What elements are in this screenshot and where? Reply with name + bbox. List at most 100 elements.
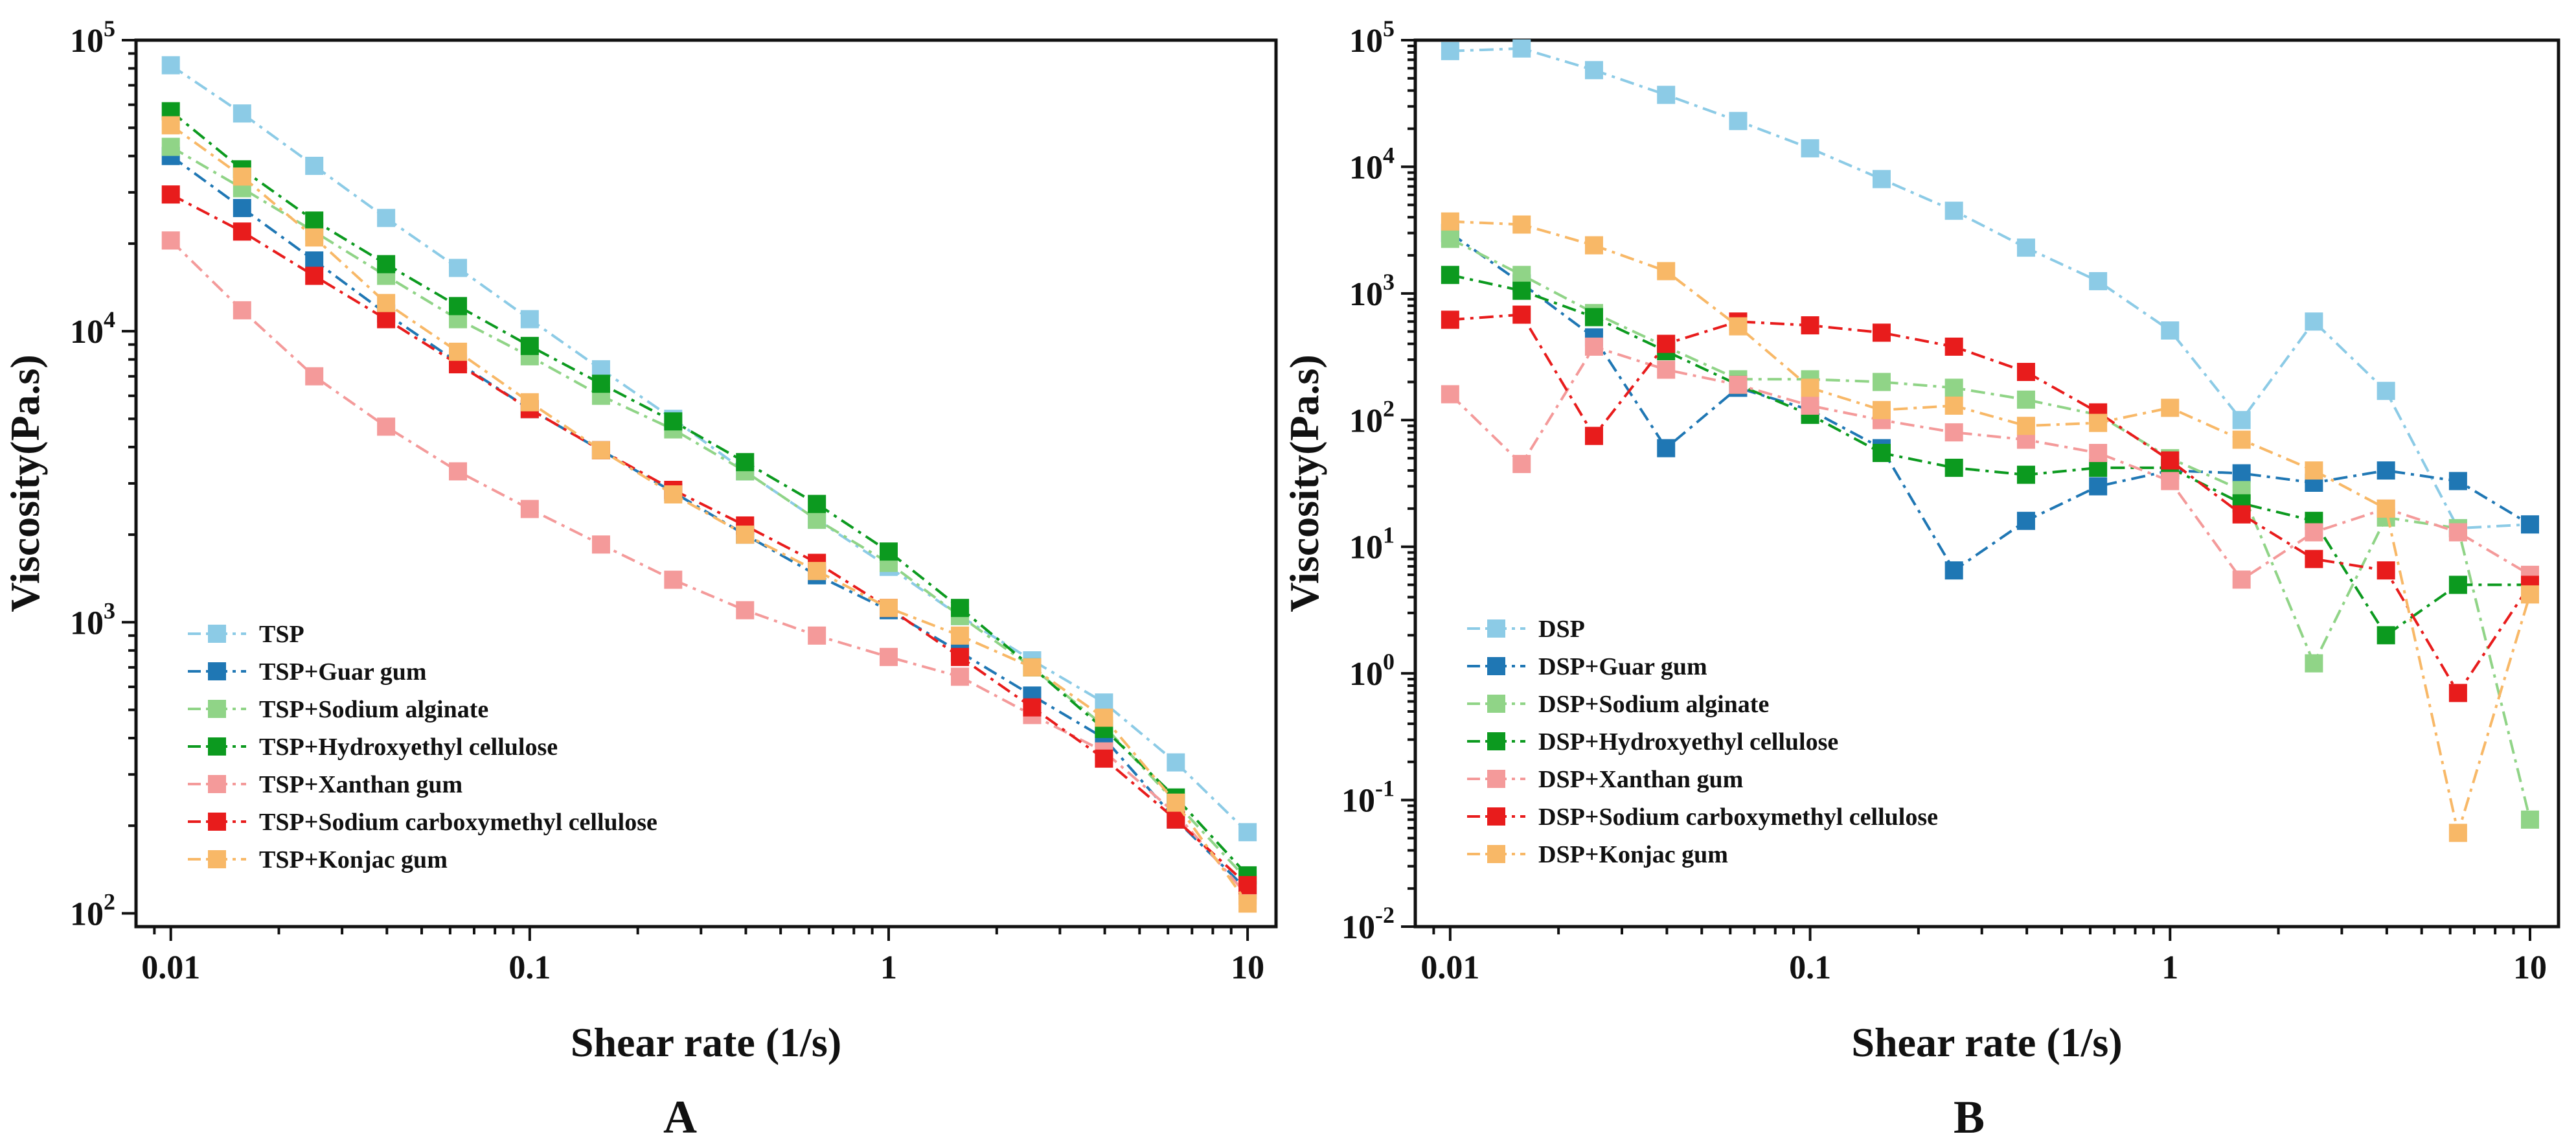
panel-a-series-tsp-xanthan-gum-point — [879, 647, 898, 666]
panel-b-series-dsp-sodium-carboxymethyl-cellulose-point — [2377, 561, 2395, 580]
panel-a-series-tsp-point — [1095, 693, 1113, 712]
panel-b-series-dsp-konjac-gum-point — [2520, 585, 2539, 604]
panel-b-series-dsp-guar-gum-point — [2232, 464, 2251, 483]
panel-b-series-dsp-point — [1512, 39, 1531, 58]
panel-a-series-tsp-hydroxyethyl-cellulose-point — [305, 211, 324, 230]
panel-b-series-dsp-guar-gum-point — [1944, 561, 1963, 580]
panel-b-series-dsp-sodium-carboxymethyl-cellulose-point — [1872, 323, 1891, 342]
panel-a-series-tsp-xanthan-gum-point — [736, 601, 755, 619]
panel-b-series-dsp-sodium-carboxymethyl-cellulose-point — [1584, 426, 1603, 445]
panel-b-series-dsp-xanthan-gum-line — [1449, 345, 2531, 582]
panel-b-series-dsp-konjac-gum-point — [1657, 262, 1676, 281]
panel-b-series-dsp-sodium-carboxymethyl-cellulose-point — [1512, 305, 1531, 324]
panel-b-series-dsp-hydroxyethyl-cellulose-point — [1872, 444, 1891, 463]
panel-a-series-tsp-sodium-alginate-line — [170, 145, 1249, 881]
panel-a-series-tsp-hydroxyethyl-cellulose-point — [377, 255, 396, 273]
panel-b-series-dsp-sodium-carboxymethyl-cellulose-point — [2016, 362, 2035, 381]
panel-a-series-tsp-hydroxyethyl-cellulose-point — [664, 412, 683, 431]
panel-b-panel-label: B — [1954, 1091, 1985, 1143]
panel-b-series-dsp-sodium-alginate-point — [1944, 378, 1963, 397]
panel-a-y-tick-label: 102 — [70, 888, 115, 932]
panel-b-x-tick-label: 1 — [2161, 949, 2178, 986]
panel-b-series-dsp-konjac-gum-line — [1450, 220, 2531, 839]
panel-a-series-tsp-hydroxyethyl-cellulose-point — [449, 297, 468, 316]
panel-a-series-tsp-line — [170, 64, 1249, 833]
panel-b-series-dsp-konjac-gum-point — [2161, 399, 2180, 417]
panel-a-series-tsp-konjac-gum-point — [520, 393, 539, 411]
panel-b-series-dsp-sodium-alginate-point — [1512, 266, 1531, 284]
panel-a-series-tsp-sodium-carboxymethyl-cellulose-line — [170, 193, 1249, 886]
panel-b-legend-dsp-guar-gum-marker — [1487, 657, 1505, 675]
panel-b-series-dsp-sodium-alginate-point — [2305, 654, 2323, 673]
panel-a-series-tsp-sodium-carboxymethyl-cellulose-point — [1167, 810, 1185, 829]
panel-b-y-tick-label: 102 — [1349, 395, 1395, 439]
panel-b-legend-dsp-xanthan-gum-label: DSP+Xanthan gum — [1538, 766, 1743, 793]
panel-b-legend-dsp-hydroxyethyl-cellulose-label: DSP+Hydroxyethyl cellulose — [1538, 728, 1838, 756]
panel-b-series-dsp-konjac-gum-point — [2305, 461, 2323, 480]
panel-b-series-dsp-konjac-gum-point — [1801, 378, 1819, 397]
panel-b-series-dsp-guar-gum-line — [1449, 231, 2531, 573]
panel-a-series-tsp-konjac-gum-point — [591, 441, 610, 459]
panel-a-series-tsp-sodium-carboxymethyl-cellulose-point — [1238, 875, 1257, 894]
panel-b-series-dsp-sodium-alginate-point — [2016, 390, 2035, 409]
panel-b-series-dsp-point — [1441, 41, 1459, 60]
panel-a-series-tsp-sodium-carboxymethyl-cellulose-point — [161, 185, 180, 204]
panel-a-x-tick-label: 0.01 — [141, 949, 200, 986]
panel-a-y-tick-label: 105 — [70, 16, 115, 60]
panel-a-legend-tsp-label: TSP — [259, 621, 304, 648]
panel-a-legend-tsp-guar-gum-label: TSP+Guar gum — [259, 658, 427, 686]
panel-a-series-tsp-sodium-carboxymethyl-cellulose-point — [1023, 698, 1042, 717]
panel-b-y-tick-label: 104 — [1349, 142, 1395, 186]
panel-a-series-tsp-guar-gum-point — [233, 199, 251, 218]
panel-a-legend-tsp-sodium-carboxymethyl-cellulose-label: TSP+Sodium carboxymethyl cellulose — [259, 809, 657, 836]
panel-a-legend-tsp-guar-gum-marker — [208, 662, 226, 680]
panel-b-series-dsp-line — [1450, 47, 2531, 530]
panel-a-legend-tsp-sodium-alginate-label: TSP+Sodium alginate — [259, 696, 488, 723]
panel-b-series-dsp-point — [1584, 61, 1603, 80]
panel-a-x-tick-label: 10 — [1231, 949, 1264, 986]
panel-a-series-tsp-sodium-carboxymethyl-cellulose-point — [233, 222, 251, 241]
panel-b-series-dsp-hydroxyethyl-cellulose-point — [1584, 308, 1603, 327]
panel-a-series-tsp-xanthan-gum-point — [591, 535, 610, 554]
panel-b-series-dsp-konjac-gum-point — [1441, 212, 1459, 231]
panel-a-series-tsp-konjac-gum-point — [664, 485, 683, 503]
panel-a-series-tsp-point — [305, 156, 324, 175]
panel-b-series-dsp-konjac-gum-point — [1584, 236, 1603, 255]
panel-b-series-dsp-guar-gum-point — [2016, 511, 2035, 530]
panel-a-series-tsp-sodium-carboxymethyl-cellulose-point — [305, 266, 324, 285]
panel-b-y-tick-label: 10-2 — [1341, 902, 1395, 946]
panel-b-series-dsp-guar-gum-point — [2377, 461, 2395, 480]
panel-a-y-axis-title: Viscosity(Pa.s) — [2, 354, 48, 612]
panel-a-y-tick-label: 104 — [70, 306, 115, 351]
panel-b-legend-dsp-label: DSP — [1538, 616, 1585, 643]
panel-b-series-dsp-hydroxyethyl-cellulose-point — [1944, 458, 1963, 477]
panel-a-x-tick-label: 1 — [880, 949, 897, 986]
panel-b-legend-dsp-konjac-gum-marker — [1487, 845, 1505, 863]
panel-b-x-tick-label: 10 — [2513, 949, 2547, 986]
panel-b-series-dsp-sodium-carboxymethyl-cellulose-point — [2232, 505, 2251, 524]
panel-a-series-tsp-konjac-gum-point — [449, 342, 468, 361]
panel-b-series-dsp-konjac-gum-point — [2016, 417, 2035, 435]
panel-b-series-dsp-sodium-carboxymethyl-cellulose-point — [1801, 316, 1819, 335]
panel-a-series-tsp-xanthan-gum-point — [664, 570, 683, 589]
panel-a-series-tsp-xanthan-gum-point — [449, 462, 468, 481]
panel-a-legend-tsp-sodium-alginate-marker — [208, 700, 226, 718]
panel-b-series-dsp-guar-gum-point — [2089, 477, 2108, 496]
panel-a-series-tsp-xanthan-gum-line — [170, 239, 1249, 897]
panel-a-series-tsp-hydroxyethyl-cellulose-point — [591, 375, 610, 393]
panel-b-series-dsp-guar-gum-point — [2520, 515, 2539, 534]
panel-b-series-dsp-sodium-carboxymethyl-cellulose-point — [1944, 337, 1963, 356]
panel-b-series-dsp-xanthan-gum-point — [1512, 455, 1531, 474]
panel-a-series-tsp-konjac-gum-point — [736, 526, 755, 544]
panel-a-series-tsp-konjac-gum-point — [1238, 894, 1257, 913]
panel-b-series-dsp-sodium-alginate-point — [2520, 810, 2539, 829]
panel-b-series-dsp-konjac-gum-point — [1512, 215, 1531, 234]
panel-a-y-tick-label: 103 — [70, 597, 115, 642]
panel-a-series-tsp-xanthan-gum-point — [951, 667, 970, 686]
panel-b-legend-dsp-sodium-alginate-label: DSP+Sodium alginate — [1538, 691, 1769, 718]
panel-b-series-dsp-point — [2232, 411, 2251, 430]
panel-b-series-dsp-xanthan-gum-point — [1657, 360, 1676, 379]
panel-b-series-dsp-point — [2016, 238, 2035, 257]
panel-b-series-dsp-xanthan-gum-point — [2232, 570, 2251, 589]
panel-a-series-tsp-sodium-carboxymethyl-cellulose-point — [1095, 749, 1113, 768]
